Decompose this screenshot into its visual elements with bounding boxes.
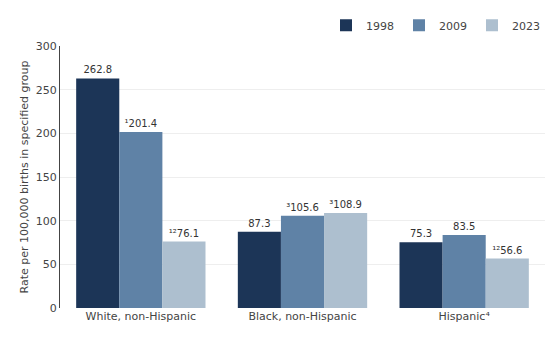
svg-text:Rate per 100,000 births in spe: Rate per 100,000 births in specified gro…	[18, 61, 31, 294]
svg-text:¹²76.1: ¹²76.1	[169, 228, 199, 239]
svg-text:Hispanic⁴: Hispanic⁴	[439, 310, 491, 323]
svg-text:³105.6: ³105.6	[286, 202, 319, 213]
svg-text:2009: 2009	[439, 20, 467, 33]
svg-text:2023: 2023	[512, 20, 540, 33]
svg-text:262.8: 262.8	[83, 64, 112, 75]
svg-text:Black, non-Hispanic: Black, non-Hispanic	[248, 310, 356, 323]
svg-text:87.3: 87.3	[248, 218, 270, 229]
svg-text:1998: 1998	[366, 20, 394, 33]
svg-text:White, non-Hispanic: White, non-Hispanic	[86, 310, 196, 323]
svg-text:³108.9: ³108.9	[329, 199, 362, 210]
svg-text:75.3: 75.3	[410, 228, 432, 239]
svg-text:0: 0	[50, 302, 57, 315]
svg-text:83.5: 83.5	[453, 221, 475, 232]
svg-text:100: 100	[36, 215, 57, 228]
svg-text:50: 50	[43, 258, 57, 271]
svg-text:150: 150	[36, 171, 57, 184]
svg-text:¹²56.6: ¹²56.6	[492, 245, 522, 256]
svg-text:¹201.4: ¹201.4	[125, 118, 158, 129]
svg-text:300: 300	[36, 40, 57, 53]
svg-text:200: 200	[36, 127, 57, 140]
svg-text:250: 250	[36, 84, 57, 97]
